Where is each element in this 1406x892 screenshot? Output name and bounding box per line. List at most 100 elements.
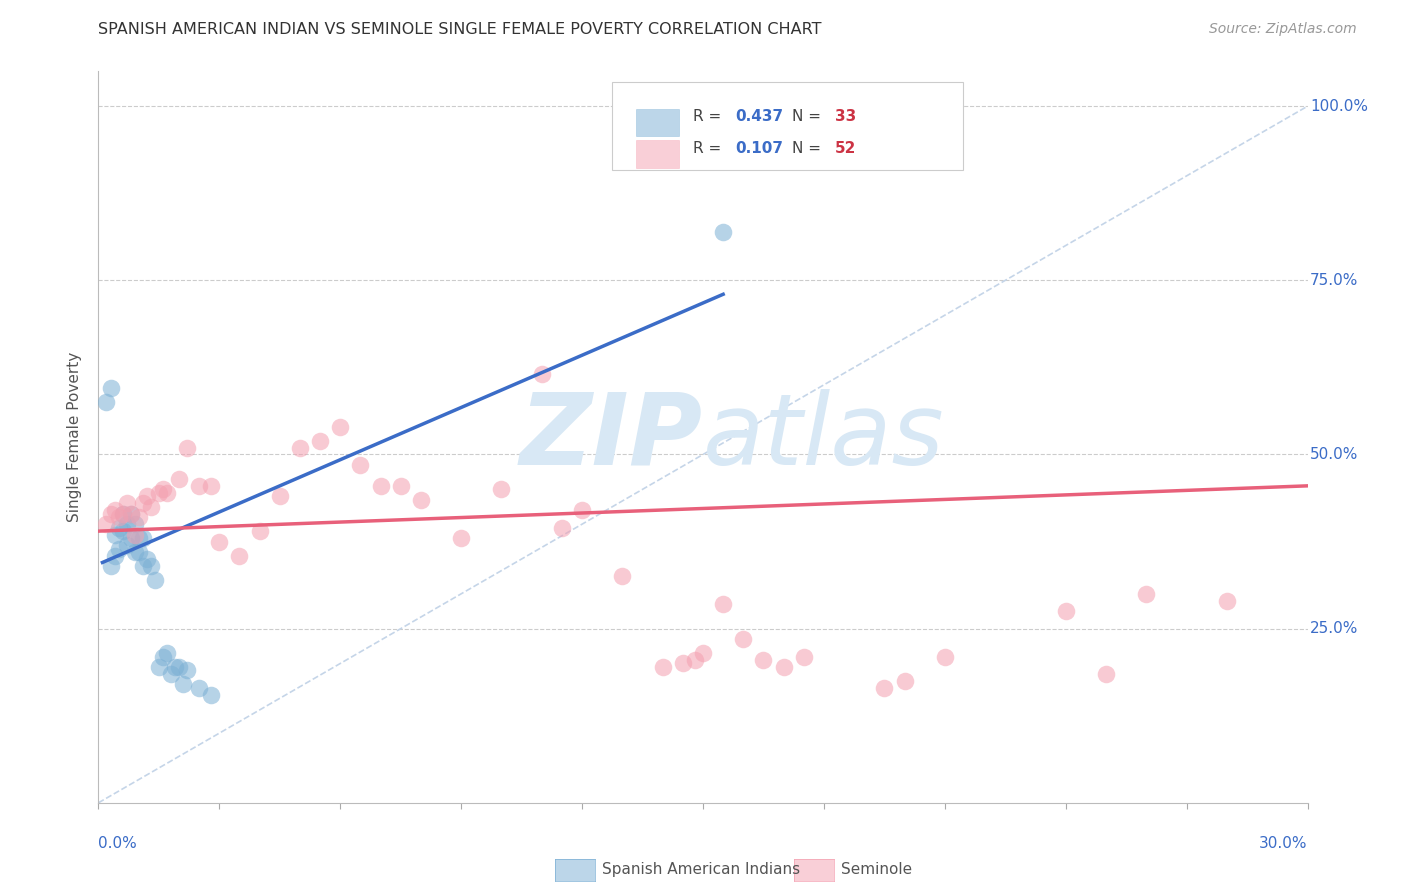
Point — [772, 660, 794, 674]
Text: Spanish American Indians: Spanish American Indians — [602, 863, 800, 877]
Text: 0.437: 0.437 — [735, 109, 783, 124]
Point — [111, 524, 134, 538]
Point — [139, 558, 162, 573]
Point — [200, 688, 222, 702]
Point — [893, 673, 915, 688]
Text: 33: 33 — [835, 109, 856, 124]
Point — [208, 534, 231, 549]
Text: 52: 52 — [835, 141, 856, 156]
Point — [450, 531, 472, 545]
Point — [329, 419, 352, 434]
Point — [692, 646, 714, 660]
Point — [200, 479, 222, 493]
Point — [176, 441, 198, 455]
Text: R =: R = — [693, 141, 727, 156]
Point — [132, 496, 155, 510]
Text: 30.0%: 30.0% — [1260, 836, 1308, 851]
Point — [111, 507, 134, 521]
Point — [651, 660, 673, 674]
Text: SPANISH AMERICAN INDIAN VS SEMINOLE SINGLE FEMALE POVERTY CORRELATION CHART: SPANISH AMERICAN INDIAN VS SEMINOLE SING… — [98, 22, 823, 37]
Y-axis label: Single Female Poverty: Single Female Poverty — [67, 352, 83, 522]
Point — [120, 507, 142, 521]
Point — [309, 434, 332, 448]
Point — [100, 558, 122, 573]
Point — [135, 489, 157, 503]
Text: Seminole: Seminole — [841, 863, 912, 877]
Point — [111, 507, 134, 521]
Point — [491, 483, 513, 497]
Text: ZIP: ZIP — [520, 389, 703, 485]
Point — [156, 646, 179, 660]
Point — [793, 649, 815, 664]
Point — [733, 632, 755, 646]
Point — [176, 664, 198, 678]
Point — [152, 649, 174, 664]
Point — [107, 521, 129, 535]
Point — [132, 558, 155, 573]
Text: 0.0%: 0.0% — [98, 836, 138, 851]
Point — [389, 479, 412, 493]
Point — [711, 225, 734, 239]
Point — [409, 492, 432, 507]
Point — [115, 517, 138, 532]
Point — [139, 500, 162, 514]
Point — [612, 569, 634, 583]
Point — [752, 653, 775, 667]
Point — [370, 479, 392, 493]
Point — [160, 667, 183, 681]
Point — [148, 660, 170, 674]
Point — [1216, 594, 1239, 608]
Point — [163, 660, 186, 674]
FancyBboxPatch shape — [637, 140, 679, 168]
Point — [120, 531, 142, 545]
Point — [103, 549, 125, 563]
FancyBboxPatch shape — [637, 109, 679, 136]
Point — [167, 472, 190, 486]
Point — [96, 517, 118, 532]
Text: 25.0%: 25.0% — [1310, 621, 1358, 636]
Point — [167, 660, 190, 674]
Point — [228, 549, 250, 563]
Point — [711, 597, 734, 611]
Point — [115, 496, 138, 510]
Point — [571, 503, 593, 517]
Point — [269, 489, 291, 503]
Point — [128, 510, 150, 524]
Point — [672, 657, 695, 671]
Point — [100, 507, 122, 521]
Text: 100.0%: 100.0% — [1310, 99, 1368, 113]
Point — [143, 573, 166, 587]
Point — [530, 368, 553, 382]
Text: 50.0%: 50.0% — [1310, 447, 1358, 462]
Text: R =: R = — [693, 109, 727, 124]
Point — [551, 521, 574, 535]
Text: Source: ZipAtlas.com: Source: ZipAtlas.com — [1209, 22, 1357, 37]
Point — [124, 545, 146, 559]
Text: 0.107: 0.107 — [735, 141, 783, 156]
Point — [128, 545, 150, 559]
Point — [1095, 667, 1118, 681]
Point — [188, 479, 211, 493]
Text: atlas: atlas — [703, 389, 945, 485]
Point — [132, 531, 155, 545]
FancyBboxPatch shape — [612, 82, 963, 170]
Point — [873, 681, 896, 695]
Point — [148, 485, 170, 500]
Point — [107, 510, 129, 524]
Point — [683, 653, 706, 667]
Point — [156, 485, 179, 500]
Text: N =: N = — [793, 141, 827, 156]
Point — [288, 441, 311, 455]
Point — [152, 483, 174, 497]
Point — [934, 649, 956, 664]
Point — [100, 381, 122, 395]
Point — [120, 507, 142, 521]
Point — [124, 527, 146, 541]
Point — [124, 517, 146, 532]
Point — [103, 503, 125, 517]
Point — [188, 681, 211, 695]
Point — [172, 677, 194, 691]
Text: 75.0%: 75.0% — [1310, 273, 1358, 288]
Point — [96, 395, 118, 409]
Point — [135, 552, 157, 566]
